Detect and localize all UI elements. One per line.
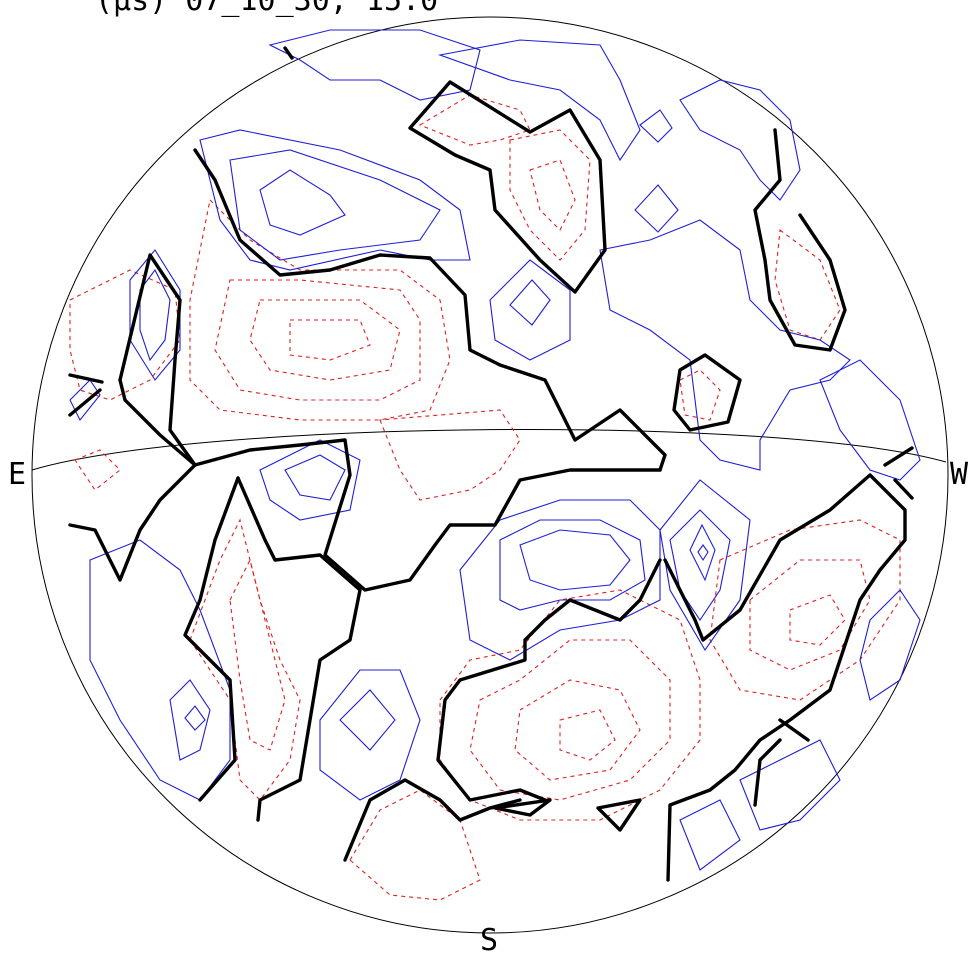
nodal-contours: [68, 46, 914, 882]
great-circle-arc: [31, 428, 947, 471]
nodal-line: [663, 473, 907, 882]
nodal-line: [883, 446, 914, 467]
nodal-line: [778, 718, 810, 742]
nodal-line: [118, 253, 662, 592]
nodal-line: [236, 476, 362, 822]
south-label: S: [480, 923, 498, 958]
nodal-line: [283, 46, 294, 60]
nodal-line: [68, 388, 102, 417]
nodal-line: [68, 373, 104, 384]
nodal-line: [493, 798, 552, 817]
nodal-line: [893, 478, 914, 500]
negative-contours: [69, 94, 901, 901]
west-label: W: [950, 457, 969, 492]
nodal-line: [343, 778, 522, 862]
nodal-line: [118, 378, 197, 467]
nodal-line: [183, 476, 240, 802]
stereonet-circle: [31, 16, 949, 934]
nodal-line: [436, 558, 662, 802]
east-label: E: [8, 457, 26, 492]
nodal-line: [753, 128, 847, 352]
nodal-line: [193, 148, 667, 472]
nodal-line: [596, 798, 642, 832]
nodal-line: [408, 80, 607, 294]
nodal-line: [672, 353, 742, 432]
positive-contours: [69, 29, 921, 871]
projection-outline: [31, 16, 949, 934]
nodal-line: [68, 463, 197, 582]
nodal-line: [753, 738, 782, 807]
header-text: (µs) 07_10_30, 15.0: [95, 0, 438, 18]
